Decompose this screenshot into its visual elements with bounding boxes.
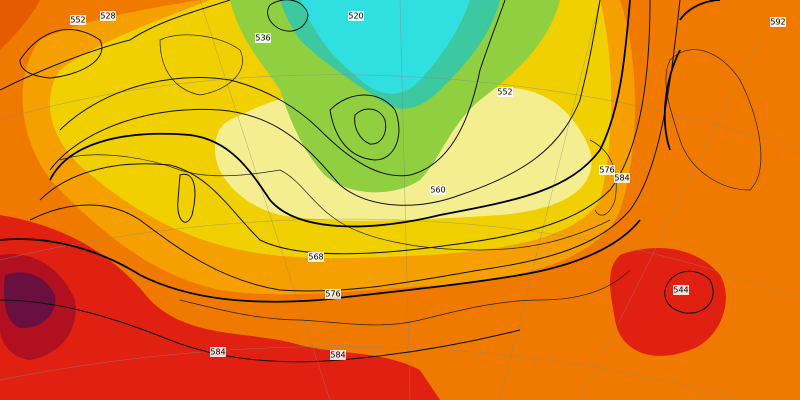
contour (354, 108, 387, 145)
contour (664, 270, 714, 314)
purple-field (3, 272, 56, 329)
red-field (610, 247, 726, 356)
contour-label: 576 (599, 166, 614, 175)
label-background (497, 87, 513, 97)
longitude-line (579, 39, 761, 400)
contour-label: 552 (70, 16, 85, 25)
contour-label: 536 (255, 34, 270, 43)
label-background (325, 289, 341, 299)
contour (29, 0, 681, 292)
contour-label: 528 (100, 12, 115, 21)
label-background (614, 173, 630, 183)
coastline (665, 49, 762, 191)
contour-label: 520 (348, 12, 363, 21)
label-background (255, 33, 271, 43)
longitude-line (499, 0, 601, 400)
contour (49, 0, 601, 206)
contour (0, 299, 521, 363)
contour-bold (49, 0, 631, 228)
contour-label: 576 (325, 290, 340, 299)
contour-label: 592 (770, 18, 785, 27)
latitude-line (0, 74, 800, 151)
contour-label: 552 (497, 88, 512, 97)
longitude-line (399, 0, 411, 400)
label-background (770, 17, 786, 27)
label-background (70, 15, 86, 25)
longitude-line (199, 0, 331, 400)
contour-label: 544 (673, 286, 688, 295)
contour (267, 0, 309, 32)
contour-label: 584 (614, 174, 629, 183)
latitude-line (0, 346, 740, 400)
contour (19, 29, 103, 79)
contour (177, 173, 196, 223)
latitude-line (0, 218, 800, 301)
label-background (673, 285, 689, 295)
field-patch (0, 0, 40, 50)
label-background (348, 11, 364, 21)
label-background (100, 11, 116, 21)
label-background (430, 185, 446, 195)
contour (59, 0, 506, 177)
label-background (210, 347, 226, 357)
label-background (308, 252, 324, 262)
contour-label: 584 (210, 348, 225, 357)
contour-label: 584 (330, 351, 345, 360)
contour-label: 560 (430, 186, 445, 195)
contour-label: 568 (308, 253, 323, 262)
coastline (589, 139, 617, 216)
label-background (330, 350, 346, 360)
contour (0, 0, 231, 91)
label-background (599, 165, 615, 175)
contour-bold (0, 219, 641, 303)
coastline (179, 269, 631, 326)
cyan-field (300, 0, 470, 94)
contour (39, 0, 651, 255)
contours (0, 0, 721, 363)
contour-bold (663, 0, 721, 151)
contour (329, 94, 400, 161)
